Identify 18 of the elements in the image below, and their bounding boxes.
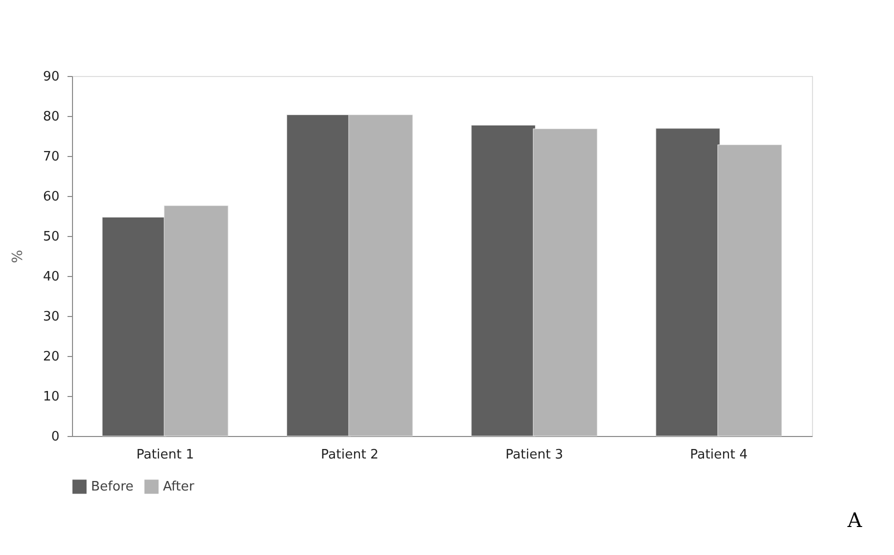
x-tick-label: Patient 2 bbox=[320, 448, 379, 462]
y-tick-label: 60 bbox=[42, 190, 60, 204]
y-tick-label: 70 bbox=[42, 150, 60, 164]
y-tick-label: 40 bbox=[42, 270, 60, 284]
y-axis-title: % bbox=[10, 250, 26, 264]
y-tick-label: 0 bbox=[51, 430, 60, 444]
y-tick-label: 50 bbox=[42, 230, 60, 244]
y-tick-label: 10 bbox=[42, 390, 60, 404]
x-tick-label: Patient 1 bbox=[136, 448, 194, 462]
y-tick-label: 30 bbox=[42, 310, 60, 324]
y-tick-label: 90 bbox=[42, 70, 60, 84]
x-tick-label: Patient 3 bbox=[505, 448, 564, 462]
y-tick-label: 80 bbox=[42, 110, 60, 124]
legend-label: Before bbox=[91, 480, 134, 495]
y-tick-label: 20 bbox=[42, 350, 60, 364]
x-tick-label: Patient 4 bbox=[690, 448, 748, 462]
legend-label: After bbox=[163, 480, 195, 495]
text: A bbox=[846, 508, 863, 532]
